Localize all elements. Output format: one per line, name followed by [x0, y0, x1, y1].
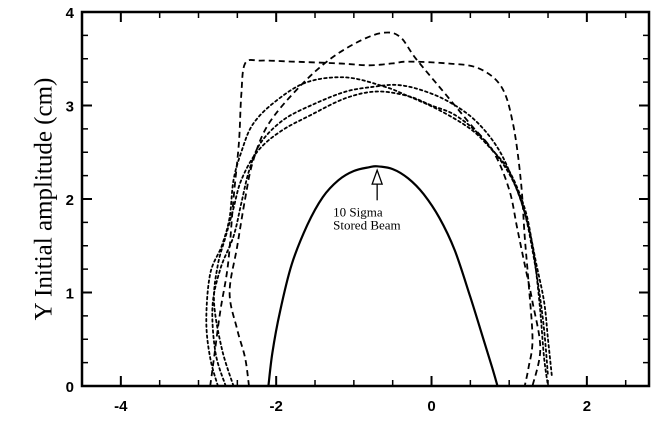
series-line-1	[267, 165, 499, 387]
x-tick-label: 0	[427, 398, 435, 415]
plot-frame	[80, 10, 651, 388]
annotation-text: Stored Beam	[333, 217, 401, 232]
annotation-arrow-head	[371, 168, 384, 185]
y-tick-label: 1	[66, 286, 74, 303]
y-tick-label: 2	[66, 192, 74, 209]
tick-labels: -4 -2 0 2 0 1 2 3 4	[66, 5, 591, 415]
y-tick-label: 3	[66, 99, 74, 116]
ticks	[81, 11, 649, 387]
x-tick-label: 2	[583, 398, 591, 415]
x-tick-label: -2	[270, 398, 283, 415]
y-axis-label: Y Initial amplitude (cm)	[31, 78, 58, 321]
x-tick-label: -4	[114, 398, 128, 415]
series-line-5	[213, 90, 553, 387]
series-layer	[205, 31, 553, 387]
series-line-2	[209, 59, 534, 387]
y-tick-label: 0	[66, 379, 74, 396]
annotation-text: 10 Sigma	[333, 204, 383, 219]
series-line-3	[228, 31, 542, 387]
series-line-6	[211, 83, 549, 387]
y-tick-label: 4	[66, 5, 75, 22]
